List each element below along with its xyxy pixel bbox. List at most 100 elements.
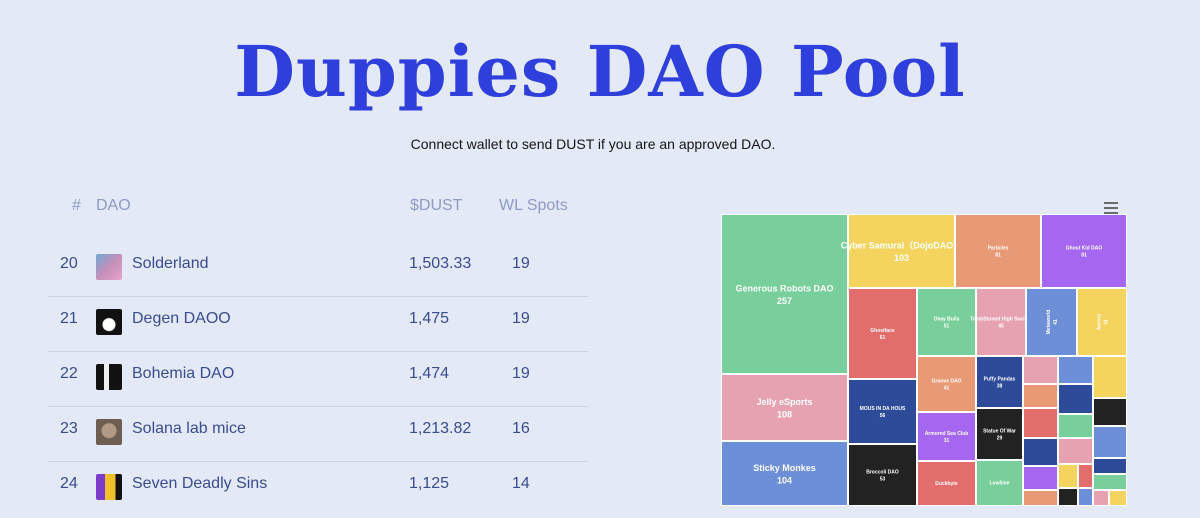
wl-spots: 16: [512, 420, 530, 437]
rank-cell: 22: [60, 365, 78, 382]
rank-cell: 21: [60, 310, 78, 327]
treemap-small-cell[interactable]: [1024, 385, 1057, 407]
treemap-rect: [722, 442, 847, 505]
dust-amount: 1,474: [409, 365, 450, 382]
dao-name: Seven Deadly Sins: [132, 475, 268, 492]
rank-cell: 20: [60, 255, 78, 272]
treemap-label: Jelly eSports: [756, 397, 812, 407]
wl-spots: 19: [512, 365, 530, 382]
treemap-label: Particles: [988, 246, 1009, 252]
rank-cell: 23: [60, 420, 78, 437]
treemap-value: 41: [944, 386, 950, 392]
table-row[interactable]: 21 Degen DAOO 1,475 19: [48, 296, 588, 352]
dust-amount: 1,213.82: [409, 420, 472, 437]
treemap-small-cell[interactable]: [1079, 489, 1092, 505]
table-row[interactable]: 23 Solana lab mice 1,213.82 16: [48, 406, 588, 462]
treemap-label: Ghost Kid DAO: [1066, 246, 1102, 252]
treemap-cell[interactable]: Aurory 41: [1078, 289, 1126, 355]
treemap-rect: [977, 461, 1022, 505]
treemap-label: Aurory: [1097, 314, 1103, 331]
treemap-value: 51: [944, 324, 950, 330]
treemap-rect: [918, 413, 975, 460]
treemap-label: Cyber Samurai（DojoDAO）: [841, 240, 963, 250]
dao-avatar: [96, 419, 122, 445]
treemap-value: 81: [995, 253, 1001, 259]
treemap-small-cell[interactable]: [1059, 357, 1092, 383]
column-header-wl-spots: WL Spots: [499, 197, 568, 214]
treemap-value: 257: [777, 296, 792, 306]
treemap-small-cell[interactable]: [1059, 385, 1092, 413]
treemap-rect: [722, 375, 847, 440]
treemap-small-cell[interactable]: [1024, 491, 1057, 505]
treemap-label: Puffy Pandas: [984, 377, 1016, 383]
treemap-small-cell[interactable]: [1094, 491, 1108, 505]
treemap-small-cell[interactable]: [1079, 465, 1092, 487]
treemap-small-cell[interactable]: [1059, 489, 1077, 505]
treemap-small-cell[interactable]: [1059, 415, 1092, 437]
dust-amount: 1,125: [409, 475, 450, 492]
treemap-label: TombStoned High Society: [970, 317, 1032, 323]
treemap-small-cell[interactable]: [1094, 399, 1126, 425]
treemap-cell[interactable]: Sticky Monkes 104: [722, 442, 847, 505]
treemap-label: Metaworld: [1046, 310, 1052, 335]
dao-avatar: [96, 474, 122, 500]
treemap-label: MOUS IN DA HOUS: [860, 406, 906, 412]
treemap-rect: [1078, 289, 1126, 355]
wl-spots: 19: [512, 310, 530, 327]
table-row[interactable]: 24 Seven Deadly Sins 1,125 14: [48, 461, 588, 516]
treemap-small-cell[interactable]: [1024, 357, 1057, 383]
treemap-small-cell[interactable]: [1024, 467, 1057, 489]
treemap-cell[interactable]: Jelly eSports 108: [722, 375, 847, 440]
treemap-rect: [977, 409, 1022, 459]
treemap-rect: [849, 380, 916, 443]
treemap-value: 53: [880, 477, 886, 483]
wl-spots: 14: [512, 475, 530, 492]
rank-cell: 24: [60, 475, 78, 492]
treemap-small-cell[interactable]: [1094, 357, 1126, 397]
treemap-rect: [918, 357, 975, 411]
treemap-cell[interactable]: Cyber Samurai（DojoDAO） 103: [841, 215, 963, 287]
treemap-label: Sticky Monkes: [753, 463, 816, 473]
treemap-small-cell[interactable]: [1110, 491, 1126, 505]
treemap-label: Duckbyte: [935, 481, 958, 487]
treemap-small-cell[interactable]: [1094, 459, 1126, 473]
treemap-value: 61: [880, 335, 886, 341]
treemap-rect: [1027, 289, 1076, 355]
treemap-cell[interactable]: Generous Robots DAO 257: [722, 215, 847, 373]
treemap-small-cell[interactable]: [1094, 475, 1126, 489]
treemap-label: Groove DAO: [931, 379, 961, 385]
treemap-value: 31: [944, 438, 950, 444]
treemap-cell[interactable]: Duckbyte: [918, 462, 975, 505]
treemap-small-cell[interactable]: [1059, 465, 1077, 487]
table-row[interactable]: 22 Bohemia DAO 1,474 19: [48, 351, 588, 407]
treemap-rect: [977, 357, 1022, 407]
treemap-cell[interactable]: Metaworld 41: [1027, 289, 1076, 355]
treemap-label: Ghostface: [870, 328, 895, 334]
treemap-value: 41: [1104, 319, 1110, 325]
treemap-cell[interactable]: Lowlime: [977, 461, 1022, 505]
table-row[interactable]: 20 Solderland 1,503.33 19: [48, 241, 588, 297]
treemap-small-cell[interactable]: [1024, 409, 1057, 437]
treemap-small-cell[interactable]: [1024, 439, 1057, 465]
chart-menu-icon[interactable]: [1104, 202, 1118, 214]
treemap-value: 56: [880, 413, 886, 419]
treemap-small-cell[interactable]: [1094, 427, 1126, 457]
treemap-small-cell[interactable]: [1059, 439, 1092, 463]
treemap-value: 41: [1053, 319, 1059, 325]
dust-amount: 1,475: [409, 310, 450, 327]
dao-avatar: [96, 364, 122, 390]
treemap-value: 29: [997, 436, 1003, 442]
treemap-rect: [722, 215, 847, 373]
dao-name: Solana lab mice: [132, 420, 246, 437]
